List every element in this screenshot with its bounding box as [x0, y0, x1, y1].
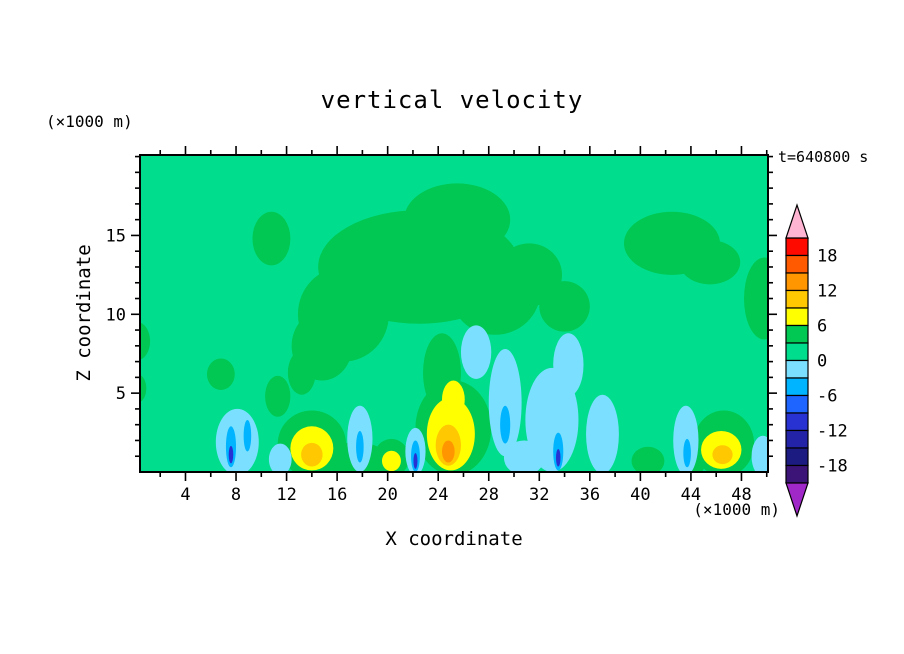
- x-units-label: (×1000 m): [693, 500, 780, 519]
- contour-blob: [712, 445, 733, 465]
- colorbar-arrow-top: [785, 203, 809, 239]
- colorbar-label: -6: [817, 387, 837, 407]
- contour-blob: [215, 408, 259, 472]
- contour-blob: [206, 358, 235, 390]
- colorbar-segment: [785, 324, 809, 344]
- colorbar-label: 12: [817, 282, 837, 302]
- x-tick-label: 16: [327, 485, 347, 505]
- contour-blob: [381, 450, 401, 472]
- x-tick-label: 12: [276, 485, 296, 505]
- y-axis-label: Z coordinate: [73, 244, 95, 382]
- x-tick-label: 36: [580, 485, 600, 505]
- contour-blob: [743, 257, 768, 340]
- contour-blob: [265, 375, 291, 417]
- contour-blob: [503, 440, 545, 472]
- contour-blob: [460, 325, 492, 379]
- x-tick-label: 44: [681, 485, 701, 505]
- contour-blob: [555, 449, 561, 467]
- contour-blob: [140, 322, 151, 360]
- colorbar-segment: [785, 412, 809, 432]
- contour-blob: [751, 435, 768, 472]
- contour-blob: [140, 374, 147, 403]
- colorbar-segment: [785, 377, 809, 397]
- contour-blob: [500, 405, 511, 444]
- colorbar-segment: [785, 289, 809, 309]
- z-tick-label: 15: [106, 226, 126, 246]
- x-tick-label: 40: [630, 485, 650, 505]
- x-tick-label: 24: [428, 485, 448, 505]
- contour-blob: [488, 348, 522, 457]
- z-tick-label: 5: [116, 384, 126, 404]
- x-tick-label: 48: [731, 485, 751, 505]
- contour-blob: [287, 350, 316, 395]
- contour-blob: [268, 443, 292, 472]
- colorbar-segment: [785, 464, 809, 484]
- time-label: t=640800 s: [778, 148, 869, 166]
- x-tick-label: 32: [529, 485, 549, 505]
- contour-blob: [228, 445, 234, 464]
- colorbar-segment: [785, 272, 809, 292]
- contour-blob: [441, 380, 465, 419]
- chart-title: vertical velocity: [320, 86, 584, 114]
- colorbar-segment: [785, 359, 809, 379]
- contour-blob: [553, 333, 584, 397]
- contour-blob: [301, 442, 323, 467]
- colorbar-segment: [785, 307, 809, 327]
- contour-blob: [243, 419, 252, 452]
- colorbar-label: 18: [817, 247, 837, 267]
- x-tick-label: 8: [231, 485, 241, 505]
- colorbar-segment: [785, 447, 809, 467]
- colorbar-segment: [785, 429, 809, 449]
- colorbar-label: -18: [817, 457, 848, 477]
- z-units-label: (×1000 m): [46, 112, 133, 131]
- contour-blob: [413, 453, 418, 469]
- contour-blob: [404, 183, 511, 256]
- colorbar-segment: [785, 237, 809, 257]
- x-tick-label: 20: [377, 485, 397, 505]
- contour-blob: [252, 211, 291, 266]
- contour-field: [140, 155, 768, 472]
- z-tick-label: 10: [106, 305, 126, 325]
- contour-blob: [586, 394, 619, 472]
- contour-blob: [631, 446, 665, 472]
- x-tick-label: 28: [479, 485, 499, 505]
- colorbar-segment: [785, 394, 809, 414]
- x-tick-label: 4: [180, 485, 190, 505]
- colorbar-label: 0: [817, 352, 827, 372]
- contour-blob: [356, 430, 364, 463]
- contour-blob: [673, 405, 699, 472]
- colorbar-arrow-bottom: [785, 482, 809, 518]
- colorbar-label: -12: [817, 422, 848, 442]
- contour-blob: [683, 438, 691, 468]
- colorbar-label: 6: [817, 317, 827, 337]
- x-axis-label: X coordinate: [385, 528, 523, 550]
- contour-blob: [679, 240, 741, 285]
- contour-blob: [539, 281, 590, 332]
- colorbar-segment: [785, 342, 809, 362]
- colorbar-segment: [785, 254, 809, 274]
- contour-blob: [441, 440, 455, 463]
